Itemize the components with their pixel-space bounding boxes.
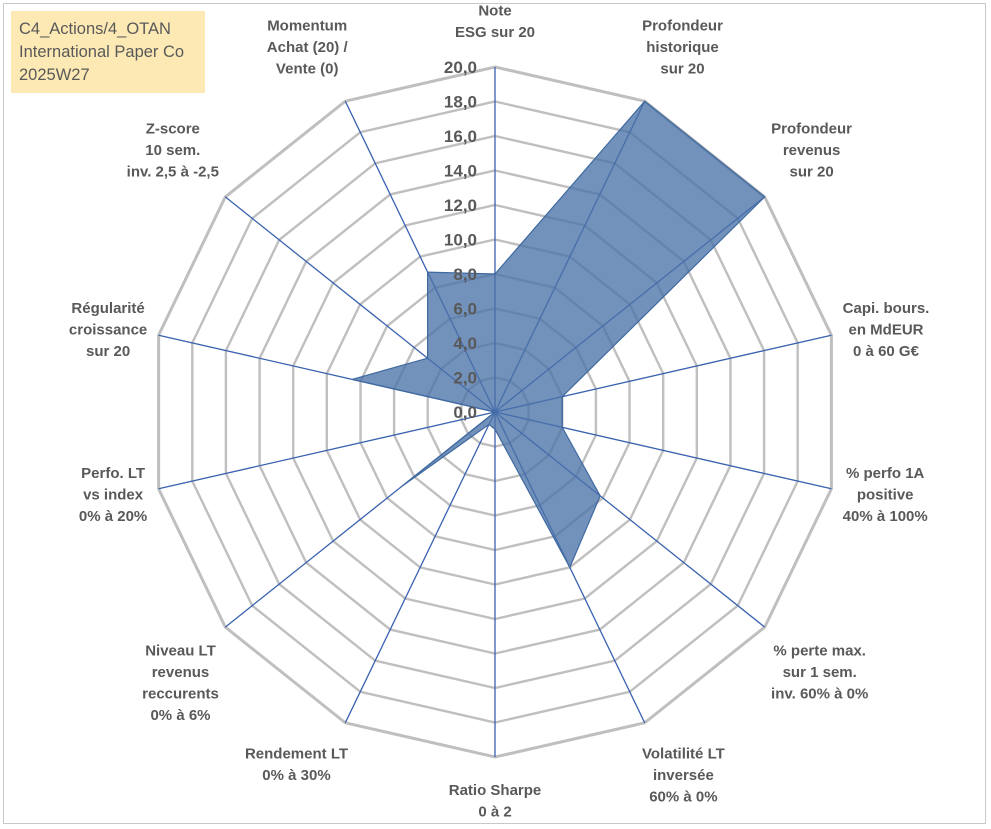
- axis-label-10: Perfo. LT vs index 0% à 20%: [79, 465, 147, 525]
- axis-label-13-line-0: Momentum: [267, 18, 347, 35]
- axis-label-0-line-1: ESG sur 20: [455, 24, 535, 41]
- axis-label-0-line-0: Note: [478, 3, 511, 20]
- tick-label-10: 20,0: [444, 58, 477, 77]
- axis-label-3-line-2: 0 à 60 G€: [853, 343, 920, 360]
- axis-label-13-line-2: Vente (0): [276, 61, 339, 78]
- tick-label-3: 6,0: [453, 300, 477, 319]
- axis-label-9: Niveau LT revenus reccurents 0% à 6%: [142, 642, 219, 724]
- axis-label-11: Régularité croissance sur 20: [69, 300, 147, 360]
- axis-label-4-line-2: 40% à 100%: [843, 508, 928, 525]
- axis-label-12-line-1: 10 sem.: [145, 142, 200, 159]
- tick-label-8: 16,0: [444, 127, 477, 146]
- axis-label-11-line-0: Régularité: [71, 300, 144, 317]
- axis-label-5-line-2: inv. 60% à 0%: [771, 685, 868, 702]
- axis-label-10-line-2: 0% à 20%: [79, 508, 147, 525]
- title-line-3: 2025W27: [19, 66, 90, 84]
- axis-label-4: % perfo 1A positive 40% à 100%: [843, 465, 928, 525]
- tick-label-0: 0,0: [453, 403, 477, 422]
- axis-label-7-line-0: Ratio Sharpe: [449, 782, 542, 799]
- axis-label-3-line-0: Capi. bours.: [843, 300, 930, 317]
- axis-label-3-line-1: en MdEUR: [849, 321, 924, 338]
- axis-label-1: Profondeur historique sur 20: [642, 18, 723, 78]
- tick-label-4: 8,0: [453, 265, 477, 284]
- axis-label-12: Z-score 10 sem. inv. 2,5 à -2,5: [127, 121, 219, 181]
- axis-label-11-line-2: sur 20: [86, 343, 130, 360]
- chart-title-box: C4_Actions/4_OTAN International Paper Co…: [11, 11, 205, 93]
- title-line-2: International Paper Co: [19, 43, 185, 61]
- axis-label-7-line-1: 0 à 2: [478, 804, 511, 821]
- axis-label-7: Ratio Sharpe 0 à 2: [449, 782, 542, 821]
- axis-label-11-line-1: croissance: [69, 321, 147, 338]
- axis-label-1-line-1: historique: [646, 39, 719, 56]
- axis-label-5-line-1: sur 1 sem.: [783, 664, 857, 681]
- axis-label-2-line-0: Profondeur: [771, 121, 852, 138]
- axis-label-4-line-0: % perfo 1A: [846, 465, 925, 482]
- axis-label-12-line-0: Z-score: [146, 121, 200, 138]
- axis-label-9-line-3: 0% à 6%: [150, 707, 210, 724]
- axis-label-4-line-1: positive: [857, 487, 914, 504]
- axis-spoke-10: [158, 411, 496, 490]
- axis-label-2: Profondeur revenus sur 20: [771, 121, 852, 181]
- axis-label-12-line-2: inv. 2,5 à -2,5: [127, 164, 219, 181]
- axis-label-1-line-0: Profondeur: [642, 18, 723, 35]
- series-area-0: [351, 100, 766, 569]
- axis-label-5: % perte max. sur 1 sem. inv. 60% à 0%: [771, 642, 868, 702]
- axis-label-1-line-2: sur 20: [660, 61, 704, 78]
- axis-label-9-line-1: revenus: [152, 664, 210, 681]
- axis-label-2-line-2: sur 20: [789, 164, 833, 181]
- axis-label-8-line-0: Rendement LT: [245, 745, 348, 762]
- axis-label-6: Volatilité LT inversée 60% à 0%: [642, 745, 725, 805]
- axis-label-0: Note ESG sur 20: [455, 3, 535, 42]
- axis-label-10-line-0: Perfo. LT: [81, 465, 145, 482]
- axis-label-8-line-1: 0% à 30%: [262, 767, 330, 784]
- tick-label-6: 12,0: [444, 196, 477, 215]
- axis-label-6-line-1: inversée: [653, 767, 714, 784]
- axis-label-5-line-0: % perte max.: [773, 642, 866, 659]
- tick-label-5: 10,0: [444, 231, 477, 250]
- axis-label-6-line-2: 60% à 0%: [649, 788, 717, 805]
- title-line-1: C4_Actions/4_OTAN: [19, 20, 171, 38]
- tick-label-7: 14,0: [444, 162, 477, 181]
- tick-label-9: 18,0: [444, 93, 477, 112]
- axis-label-13-line-1: Achat (20) /: [267, 39, 349, 56]
- axis-label-2-line-1: revenus: [783, 142, 841, 159]
- axis-label-8: Rendement LT 0% à 30%: [245, 745, 348, 784]
- axis-label-13: Momentum Achat (20) / Vente (0): [267, 18, 349, 78]
- tick-label-2: 4,0: [453, 334, 477, 353]
- tick-label-1: 2,0: [453, 369, 477, 388]
- axis-label-6-line-0: Volatilité LT: [642, 745, 725, 762]
- axis-label-3: Capi. bours. en MdEUR 0 à 60 G€: [843, 300, 930, 360]
- axis-label-9-line-0: Niveau LT: [145, 642, 216, 659]
- axis-label-10-line-1: vs index: [83, 487, 144, 504]
- axis-label-9-line-2: reccurents: [142, 685, 219, 702]
- axis-spoke-8: [344, 411, 496, 724]
